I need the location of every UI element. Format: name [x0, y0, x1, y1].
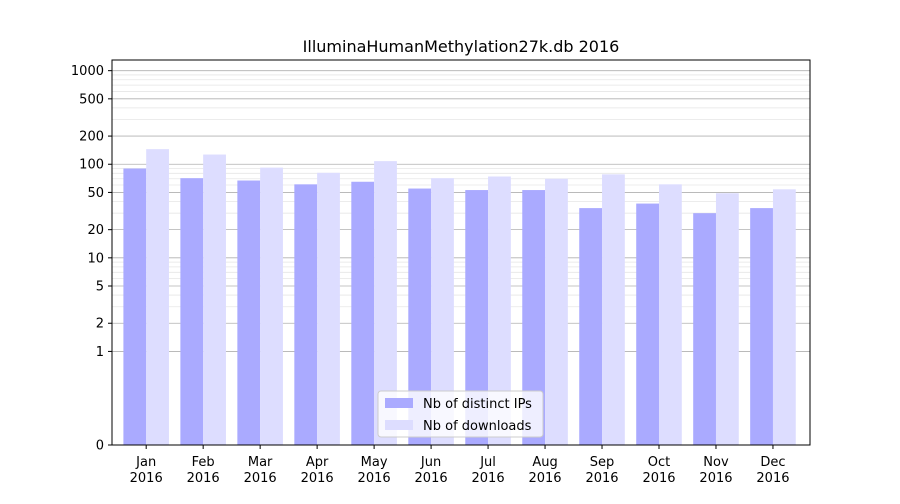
x-tick-label-year: 2016: [472, 471, 505, 486]
y-tick-label: 0: [96, 439, 104, 454]
bar-downloads: [431, 178, 454, 445]
x-tick-label-month: Mar: [248, 455, 273, 470]
y-axis: 0 1 2 5 10 20 50 100 200 500 1000: [71, 64, 112, 454]
y-tick-label: 2: [96, 317, 104, 332]
bar-distinct-ips: [522, 190, 546, 445]
bar-distinct-ips: [408, 188, 432, 445]
legend-label-downloads: Nb of downloads: [423, 419, 532, 434]
bar-distinct-ips: [636, 203, 660, 445]
bar-distinct-ips: [237, 180, 261, 446]
x-tick-label-year: 2016: [756, 471, 789, 486]
bar-downloads: [374, 161, 397, 445]
x-tick-label-month: May: [361, 455, 388, 470]
x-tick-label-year: 2016: [415, 471, 448, 486]
bar-downloads: [545, 178, 568, 446]
legend-label-distinct-ips: Nb of distinct IPs: [423, 397, 532, 412]
legend: Nb of distinct IPs Nb of downloads: [377, 390, 544, 438]
y-tick-label: 50: [87, 186, 104, 201]
y-tick-label: 20: [87, 223, 104, 238]
x-tick-label-year: 2016: [699, 471, 732, 486]
bar-downloads: [203, 154, 226, 445]
bar-downloads: [772, 189, 796, 445]
x-tick-label-year: 2016: [187, 471, 220, 486]
bar-downloads: [659, 184, 682, 445]
y-tick-label: 10: [87, 251, 104, 266]
chart-title: IlluminaHumanMethylation27k.db 2016: [303, 37, 620, 56]
x-tick-label-month: Dec: [760, 455, 785, 470]
bar-downloads: [317, 172, 340, 445]
bar-distinct-ips: [351, 181, 375, 446]
x-tick-label-month: Feb: [192, 455, 215, 470]
y-tick-label: 200: [79, 130, 104, 145]
y-tick-label: 100: [79, 158, 104, 173]
bar-distinct-ips: [693, 213, 716, 445]
x-tick-label-year: 2016: [244, 471, 277, 486]
y-tick-label: 5: [96, 280, 104, 295]
bar-downloads: [602, 174, 625, 445]
x-tick-label-year: 2016: [358, 471, 391, 486]
x-tick-label-year: 2016: [585, 471, 618, 486]
bar-downloads: [146, 149, 169, 445]
bar-distinct-ips: [465, 190, 489, 445]
x-tick-label-year: 2016: [528, 471, 561, 486]
bar-downloads: [488, 176, 511, 446]
x-tick-label-month: Jan: [135, 455, 156, 470]
x-tick-label-month: Jul: [479, 455, 496, 470]
x-tick-label-year: 2016: [301, 471, 334, 486]
bar-distinct-ips: [750, 208, 773, 445]
x-tick-label-year: 2016: [642, 471, 675, 486]
x-tick-label-month: Nov: [703, 455, 729, 470]
plot-frame: [111, 59, 811, 446]
x-tick-label-month: Apr: [306, 455, 329, 470]
legend-swatch-distinct-ips: [385, 398, 413, 408]
x-axis: Jan2016Feb2016Mar2016Apr2016May2016Jun20…: [130, 445, 790, 486]
x-tick-label-month: Jun: [420, 455, 441, 470]
bars: [123, 149, 796, 446]
bar-distinct-ips: [294, 184, 318, 445]
y-tick-label: 1000: [71, 64, 104, 79]
y-tick-label: 500: [79, 92, 104, 107]
bar-distinct-ips: [123, 168, 147, 445]
legend-frame: [377, 390, 544, 438]
bar-downloads: [260, 167, 283, 445]
x-tick-label-month: Oct: [648, 455, 670, 470]
x-tick-label-month: Sep: [590, 455, 615, 470]
y-tick-label: 1: [96, 345, 104, 360]
x-tick-label-year: 2016: [130, 471, 163, 486]
bar-distinct-ips: [579, 208, 603, 445]
bar-downloads: [715, 193, 739, 445]
legend-swatch-downloads: [385, 420, 413, 430]
bar-distinct-ips: [180, 178, 204, 445]
x-tick-label-month: Aug: [532, 455, 557, 470]
